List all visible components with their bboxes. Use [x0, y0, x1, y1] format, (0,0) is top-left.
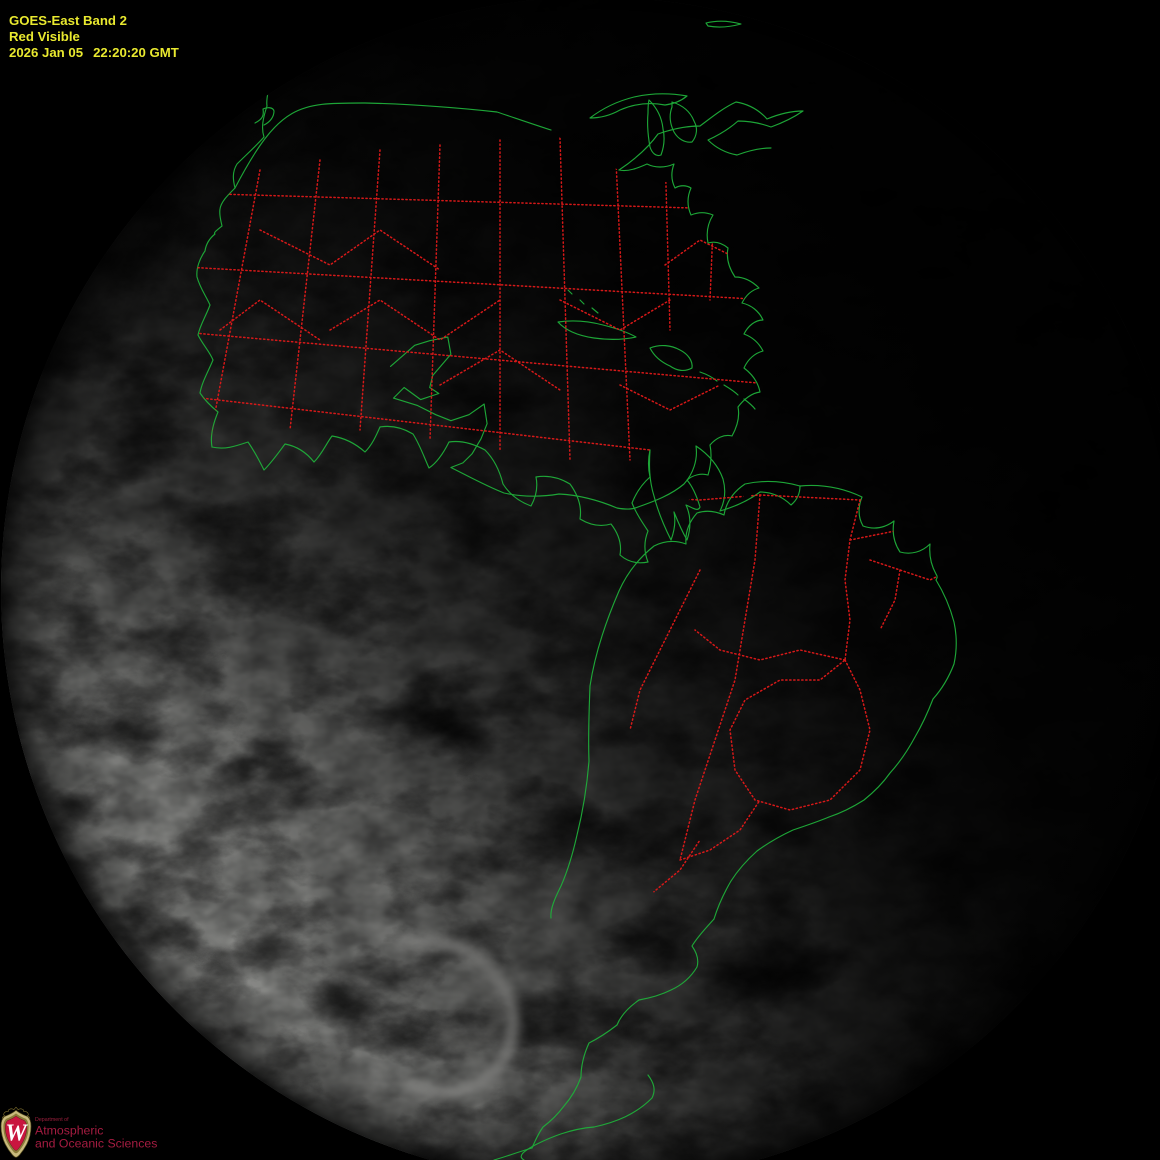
svg-text:Department of: Department of: [35, 1117, 69, 1123]
svg-text:and Oceanic Sciences: and Oceanic Sciences: [35, 1137, 157, 1151]
svg-text:GOES-East Band 2: GOES-East Band 2: [9, 13, 127, 28]
svg-text:Red Visible: Red Visible: [9, 29, 80, 44]
svg-text:W: W: [5, 1121, 28, 1147]
svg-text:Atmospheric: Atmospheric: [35, 1124, 103, 1138]
